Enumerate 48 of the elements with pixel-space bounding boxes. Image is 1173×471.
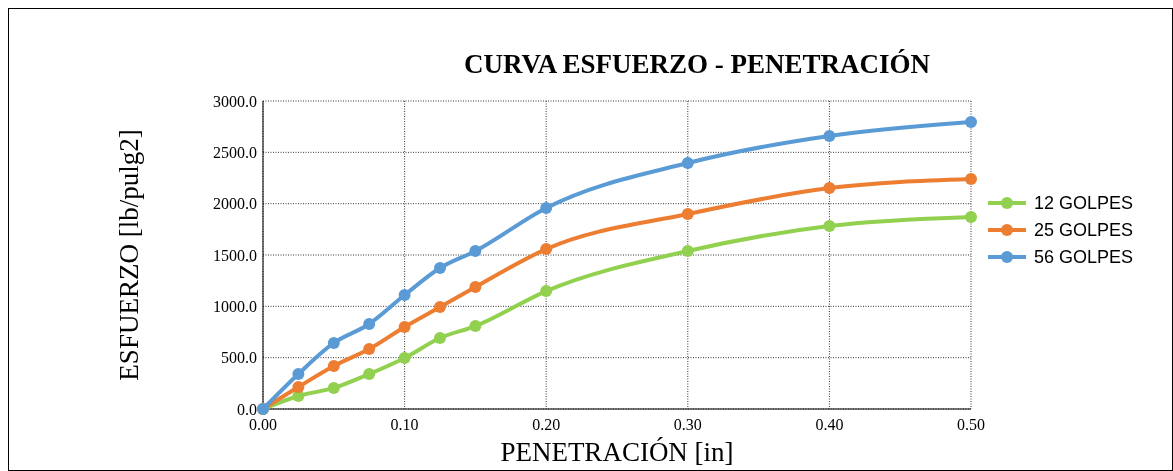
legend-label: 56 GOLPES: [1034, 247, 1134, 268]
point: [965, 211, 977, 224]
y-tick-label: 2500.0: [213, 143, 257, 161]
point: [823, 220, 836, 233]
point: [327, 336, 340, 349]
point: [434, 262, 446, 275]
point: [823, 182, 836, 195]
point: [398, 289, 411, 302]
x-tick-label: 0.40: [815, 416, 844, 433]
point: [398, 351, 411, 364]
point: [540, 285, 553, 298]
point: [681, 245, 694, 257]
legend-label: 25 GOLPES: [1034, 220, 1134, 241]
point: [540, 201, 553, 214]
x-tick-label: 0.30: [673, 416, 702, 433]
x-tick-label: 0.00: [249, 416, 277, 433]
point: [965, 173, 977, 186]
legend-label: 12 GOLPES: [1034, 193, 1134, 214]
y-tick-label: 500.0: [221, 349, 257, 367]
y-tick-label: 2000.0: [213, 195, 257, 213]
point: [434, 331, 446, 344]
point: [469, 320, 482, 333]
point: [469, 281, 482, 294]
y-axis-title: ESFUERZO [lb/pulg2]: [114, 129, 144, 381]
y-tick-label: 1000.0: [213, 297, 257, 315]
point: [363, 367, 376, 380]
x-tick-label: 0.50: [957, 416, 985, 433]
point: [434, 301, 446, 314]
y-tick-label: 3000.0: [213, 92, 257, 110]
point: [681, 208, 694, 221]
y-tick-label: 0.0: [237, 400, 257, 418]
chart-title: CURVA ESFUERZO - PENETRACIÓN: [464, 49, 931, 79]
point: [327, 359, 340, 372]
x-axis-title: PENETRACIÓN [in]: [500, 437, 734, 467]
x-tick-label: 0.10: [390, 416, 419, 433]
point: [681, 157, 694, 170]
point: [292, 367, 305, 380]
point: [469, 245, 482, 257]
point: [327, 381, 340, 394]
y-tick-label: 1500.0: [213, 246, 257, 264]
point: [292, 381, 305, 394]
point: [540, 243, 553, 256]
x-tick-label: 0.20: [532, 416, 561, 433]
point: [398, 320, 411, 333]
point: [363, 317, 376, 330]
point: [823, 130, 836, 143]
point: [363, 343, 376, 356]
point: [965, 116, 977, 129]
